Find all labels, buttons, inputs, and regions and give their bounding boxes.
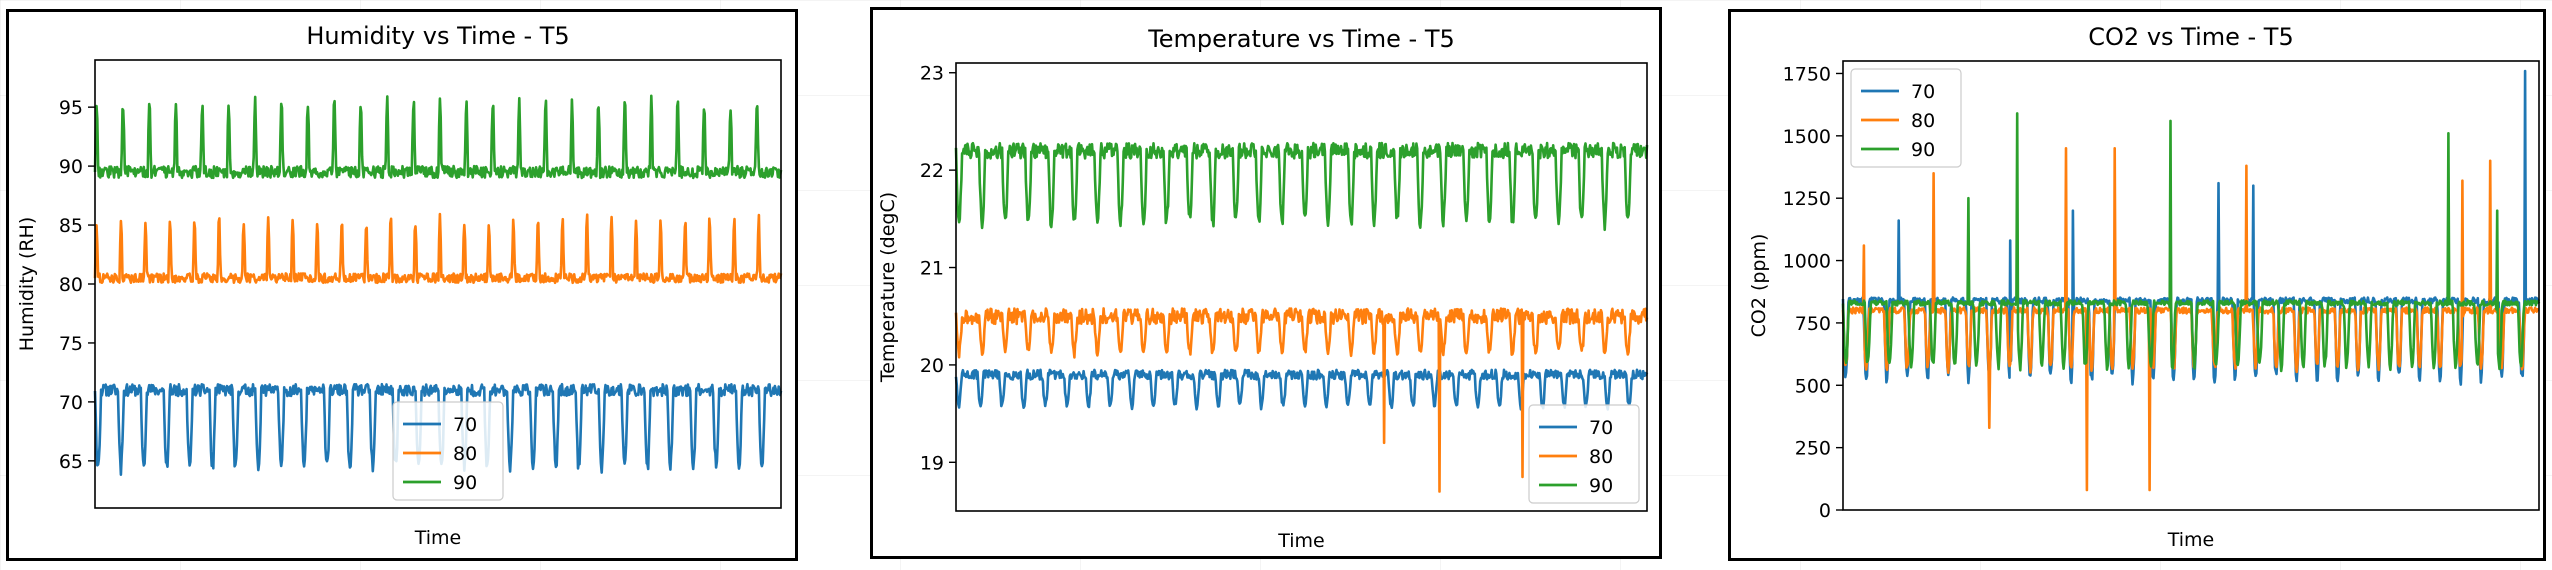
y-tick-label: 21	[920, 258, 944, 280]
temperature-chart-panel: Temperature vs Time - T5 19 20 21 22 23 Time Te…	[870, 7, 1662, 559]
y-tick-label: 22	[920, 160, 944, 182]
chart-title: Humidity vs Time - T5	[306, 22, 569, 50]
y-tick-label: 65	[59, 451, 83, 473]
co2-chart-panel: CO2 vs Time - T5 0 250 500 750 1000 1250 1500 17…	[1728, 9, 2546, 561]
y-tick-label: 500	[1795, 375, 1831, 397]
chart-title: Temperature vs Time - T5	[1147, 25, 1455, 53]
plot-frame	[955, 62, 1648, 512]
legend-box	[392, 401, 504, 501]
legend-label-90: 90	[1589, 475, 1613, 497]
legend-box	[1528, 404, 1640, 504]
y-tick-label: 70	[59, 392, 83, 414]
series-line-70	[93, 382, 783, 476]
y-tick-label: 80	[59, 274, 83, 296]
chart-title: CO2 vs Time - T5	[2088, 23, 2293, 51]
y-tick-label: 19	[920, 452, 944, 474]
legend-label-70: 70	[1911, 81, 1935, 103]
y-tick-label: 23	[920, 63, 944, 85]
legend: 70 80 90	[1528, 404, 1640, 504]
series-group	[954, 141, 1649, 493]
legend-label-80: 80	[1589, 446, 1613, 468]
legend-label-70: 70	[453, 414, 477, 436]
plot-frame	[1842, 60, 2540, 511]
y-tick-label: 1750	[1783, 63, 1831, 85]
y-axis-label: CO2 (ppm)	[1748, 234, 1770, 338]
y-tick-label: 95	[59, 97, 83, 119]
y-tick-label: 20	[920, 355, 944, 377]
temperature-chart: Temperature vs Time - T5 19 20 21 22 23 Time Te…	[877, 25, 1649, 552]
x-axis-label: Time	[2167, 529, 2215, 551]
y-tick-label: 1500	[1783, 126, 1831, 148]
y-tick-label: 75	[59, 333, 83, 355]
series-line-90	[954, 141, 1649, 232]
y-axis-label: Humidity (RH)	[16, 217, 38, 352]
y-tick-label: 1000	[1783, 251, 1831, 273]
humidity-chart: Humidity vs Time - T5 65 70 75 80 85 90 95 Time H…	[16, 22, 783, 549]
y-tick-label: 85	[59, 215, 83, 237]
legend-label-70: 70	[1589, 417, 1613, 439]
series-line-70	[954, 368, 1649, 411]
y-tick-label: 250	[1795, 438, 1831, 460]
series-line-80	[93, 212, 783, 285]
series-line-90	[1841, 112, 2541, 373]
series-group	[1841, 69, 2541, 492]
y-tick-label: 0	[1819, 500, 1831, 522]
y-tick-label: 90	[59, 156, 83, 178]
legend-label-90: 90	[1911, 139, 1935, 161]
legend-label-90: 90	[453, 472, 477, 494]
x-axis-label: Time	[414, 527, 462, 549]
legend-label-80: 80	[1911, 110, 1935, 132]
series-group	[93, 94, 783, 476]
y-axis-label: Temperature (degC)	[877, 192, 899, 383]
x-axis-label: Time	[1277, 530, 1325, 552]
humidity-chart-panel: Humidity vs Time - T5 65 70 75 80 85 90 95 Time H…	[6, 9, 798, 561]
series-line-80	[954, 307, 1649, 493]
series-line-90	[93, 94, 783, 180]
legend-box	[1850, 68, 1962, 168]
co2-chart: CO2 vs Time - T5 0 250 500 750 1000 1250 1500 17…	[1748, 23, 2541, 551]
legend-label-80: 80	[453, 443, 477, 465]
y-tick-label: 1250	[1783, 188, 1831, 210]
y-tick-label: 750	[1795, 313, 1831, 335]
legend: 70 80 90	[1850, 68, 1962, 168]
legend: 70 80 90	[392, 401, 504, 501]
